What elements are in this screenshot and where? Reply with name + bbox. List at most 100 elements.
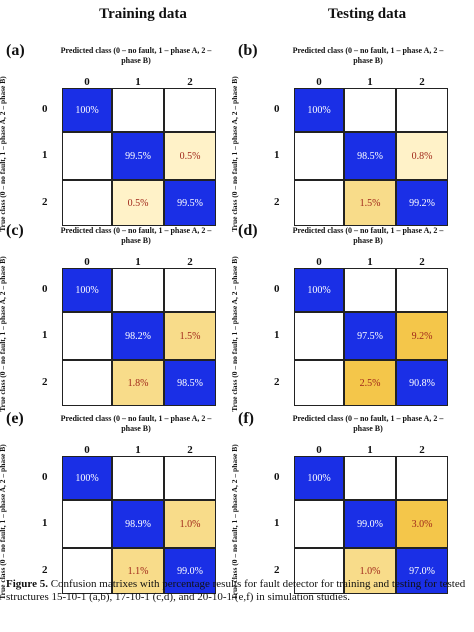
matrix-cell: 100% — [62, 456, 112, 500]
matrix-cell: 0.5% — [112, 180, 164, 226]
matrix-cell — [294, 180, 344, 226]
panel-label: (a) — [6, 42, 25, 59]
matrix-cell: 99.0% — [344, 500, 396, 548]
training-column-title: Training data — [99, 6, 187, 22]
row-tick-label: 2 — [274, 376, 280, 388]
matrix-cell — [396, 456, 448, 500]
row-tick-label: 2 — [42, 376, 48, 388]
row-tick-label: 0 — [274, 283, 280, 295]
matrix-cell: 100% — [294, 88, 344, 132]
column-tick-label: 0 — [84, 256, 90, 268]
matrix-cell — [396, 268, 448, 312]
column-tick-label: 1 — [135, 76, 141, 88]
row-tick-label: 2 — [274, 564, 280, 576]
column-tick-label: 2 — [187, 444, 193, 456]
matrix-cell: 98.9% — [112, 500, 164, 548]
matrix-cell — [62, 500, 112, 548]
column-tick-label: 2 — [187, 76, 193, 88]
matrix-cell: 99.2% — [396, 180, 448, 226]
matrix-cell: 98.2% — [112, 312, 164, 360]
predicted-class-label: Predicted class (0 – no fault, 1 – phase… — [292, 46, 444, 65]
matrix-cell — [164, 456, 216, 500]
predicted-class-label: Predicted class (0 – no fault, 1 – phase… — [60, 226, 212, 245]
panel-label: (c) — [6, 222, 24, 239]
row-tick-label: 1 — [42, 329, 48, 341]
panel-label: (d) — [238, 222, 258, 239]
figure-caption: Figure 5. Confusion matrixes with percen… — [6, 578, 474, 604]
matrix-cell — [112, 456, 164, 500]
column-tick-label: 2 — [419, 76, 425, 88]
matrix-cell: 99.5% — [112, 132, 164, 180]
row-tick-label: 0 — [42, 471, 48, 483]
panel-e: (e) Predicted class (0 – no fault, 1 – ph… — [0, 382, 236, 600]
matrix-cell: 1.5% — [164, 312, 216, 360]
matrix-cell: 98.5% — [164, 360, 216, 406]
matrix-cell — [294, 548, 344, 594]
row-tick-label: 1 — [42, 517, 48, 529]
panel-d: (d) Predicted class (0 – no fault, 1 – ph… — [230, 194, 468, 412]
matrix-cell: 1.0% — [164, 500, 216, 548]
predicted-class-label: Predicted class (0 – no fault, 1 – phase… — [292, 414, 444, 433]
column-tick-label: 1 — [135, 256, 141, 268]
column-tick-label: 2 — [419, 444, 425, 456]
matrix-cell: 0.5% — [164, 132, 216, 180]
testing-column-title: Testing data — [327, 6, 407, 22]
matrix-cell — [164, 88, 216, 132]
matrix-cell — [294, 132, 344, 180]
row-tick-label: 1 — [274, 329, 280, 341]
column-tick-label: 2 — [187, 256, 193, 268]
row-tick-label: 0 — [274, 471, 280, 483]
matrix-cell: 0.8% — [396, 132, 448, 180]
matrix-cell: 2.5% — [344, 360, 396, 406]
panel-b: (b) Predicted class (0 – no fault, 1 – ph… — [230, 14, 468, 232]
panel-a: (a) Predicted class (0 – no fault, 1 – ph… — [0, 14, 236, 232]
column-tick-label: 1 — [367, 444, 373, 456]
matrix-cell: 1.1% — [112, 548, 164, 594]
panel-label: (e) — [6, 410, 24, 427]
matrix-cell — [294, 500, 344, 548]
matrix-cell — [396, 88, 448, 132]
column-tick-label: 0 — [316, 444, 322, 456]
matrix-cell — [62, 548, 112, 594]
row-tick-label: 2 — [42, 564, 48, 576]
matrix-cell: 3.0% — [396, 500, 448, 548]
matrix-cell: 99.0% — [164, 548, 216, 594]
matrix-cell: 1.5% — [344, 180, 396, 226]
caption-label: Figure 5. — [6, 578, 48, 590]
caption-text: Confusion matrixes with percentage resul… — [6, 578, 466, 603]
column-tick-label: 1 — [135, 444, 141, 456]
matrix-cell: 90.8% — [396, 360, 448, 406]
row-tick-label: 1 — [42, 149, 48, 161]
predicted-class-label: Predicted class (0 – no fault, 1 – phase… — [292, 226, 444, 245]
matrix-cell — [344, 88, 396, 132]
matrix-cell — [344, 456, 396, 500]
row-tick-label: 1 — [274, 149, 280, 161]
matrix-cell — [294, 360, 344, 406]
panel-c: (c) Predicted class (0 – no fault, 1 – ph… — [0, 194, 236, 412]
matrix-cell: 9.2% — [396, 312, 448, 360]
row-tick-label: 2 — [274, 196, 280, 208]
matrix-cell: 100% — [62, 88, 112, 132]
matrix-cell: 98.5% — [344, 132, 396, 180]
predicted-class-label: Predicted class (0 – no fault, 1 – phase… — [60, 414, 212, 433]
column-tick-label: 1 — [367, 256, 373, 268]
column-tick-label: 0 — [316, 256, 322, 268]
matrix-cell: 97.0% — [396, 548, 448, 594]
column-tick-label: 2 — [419, 256, 425, 268]
row-tick-label: 1 — [274, 517, 280, 529]
matrix-cell — [62, 312, 112, 360]
panel-label: (b) — [238, 42, 258, 59]
panel-label: (f) — [238, 410, 254, 427]
matrix-cell — [294, 312, 344, 360]
column-tick-label: 0 — [84, 444, 90, 456]
matrix-cell: 100% — [294, 268, 344, 312]
matrix-cell: 1.0% — [344, 548, 396, 594]
matrix-cell: 1.8% — [112, 360, 164, 406]
column-tick-label: 0 — [84, 76, 90, 88]
matrix-cell: 100% — [294, 456, 344, 500]
matrix-cell: 100% — [62, 268, 112, 312]
row-tick-label: 0 — [274, 103, 280, 115]
row-tick-label: 2 — [42, 196, 48, 208]
matrix-cell — [344, 268, 396, 312]
predicted-class-label: Predicted class (0 – no fault, 1 – phase… — [60, 46, 212, 65]
